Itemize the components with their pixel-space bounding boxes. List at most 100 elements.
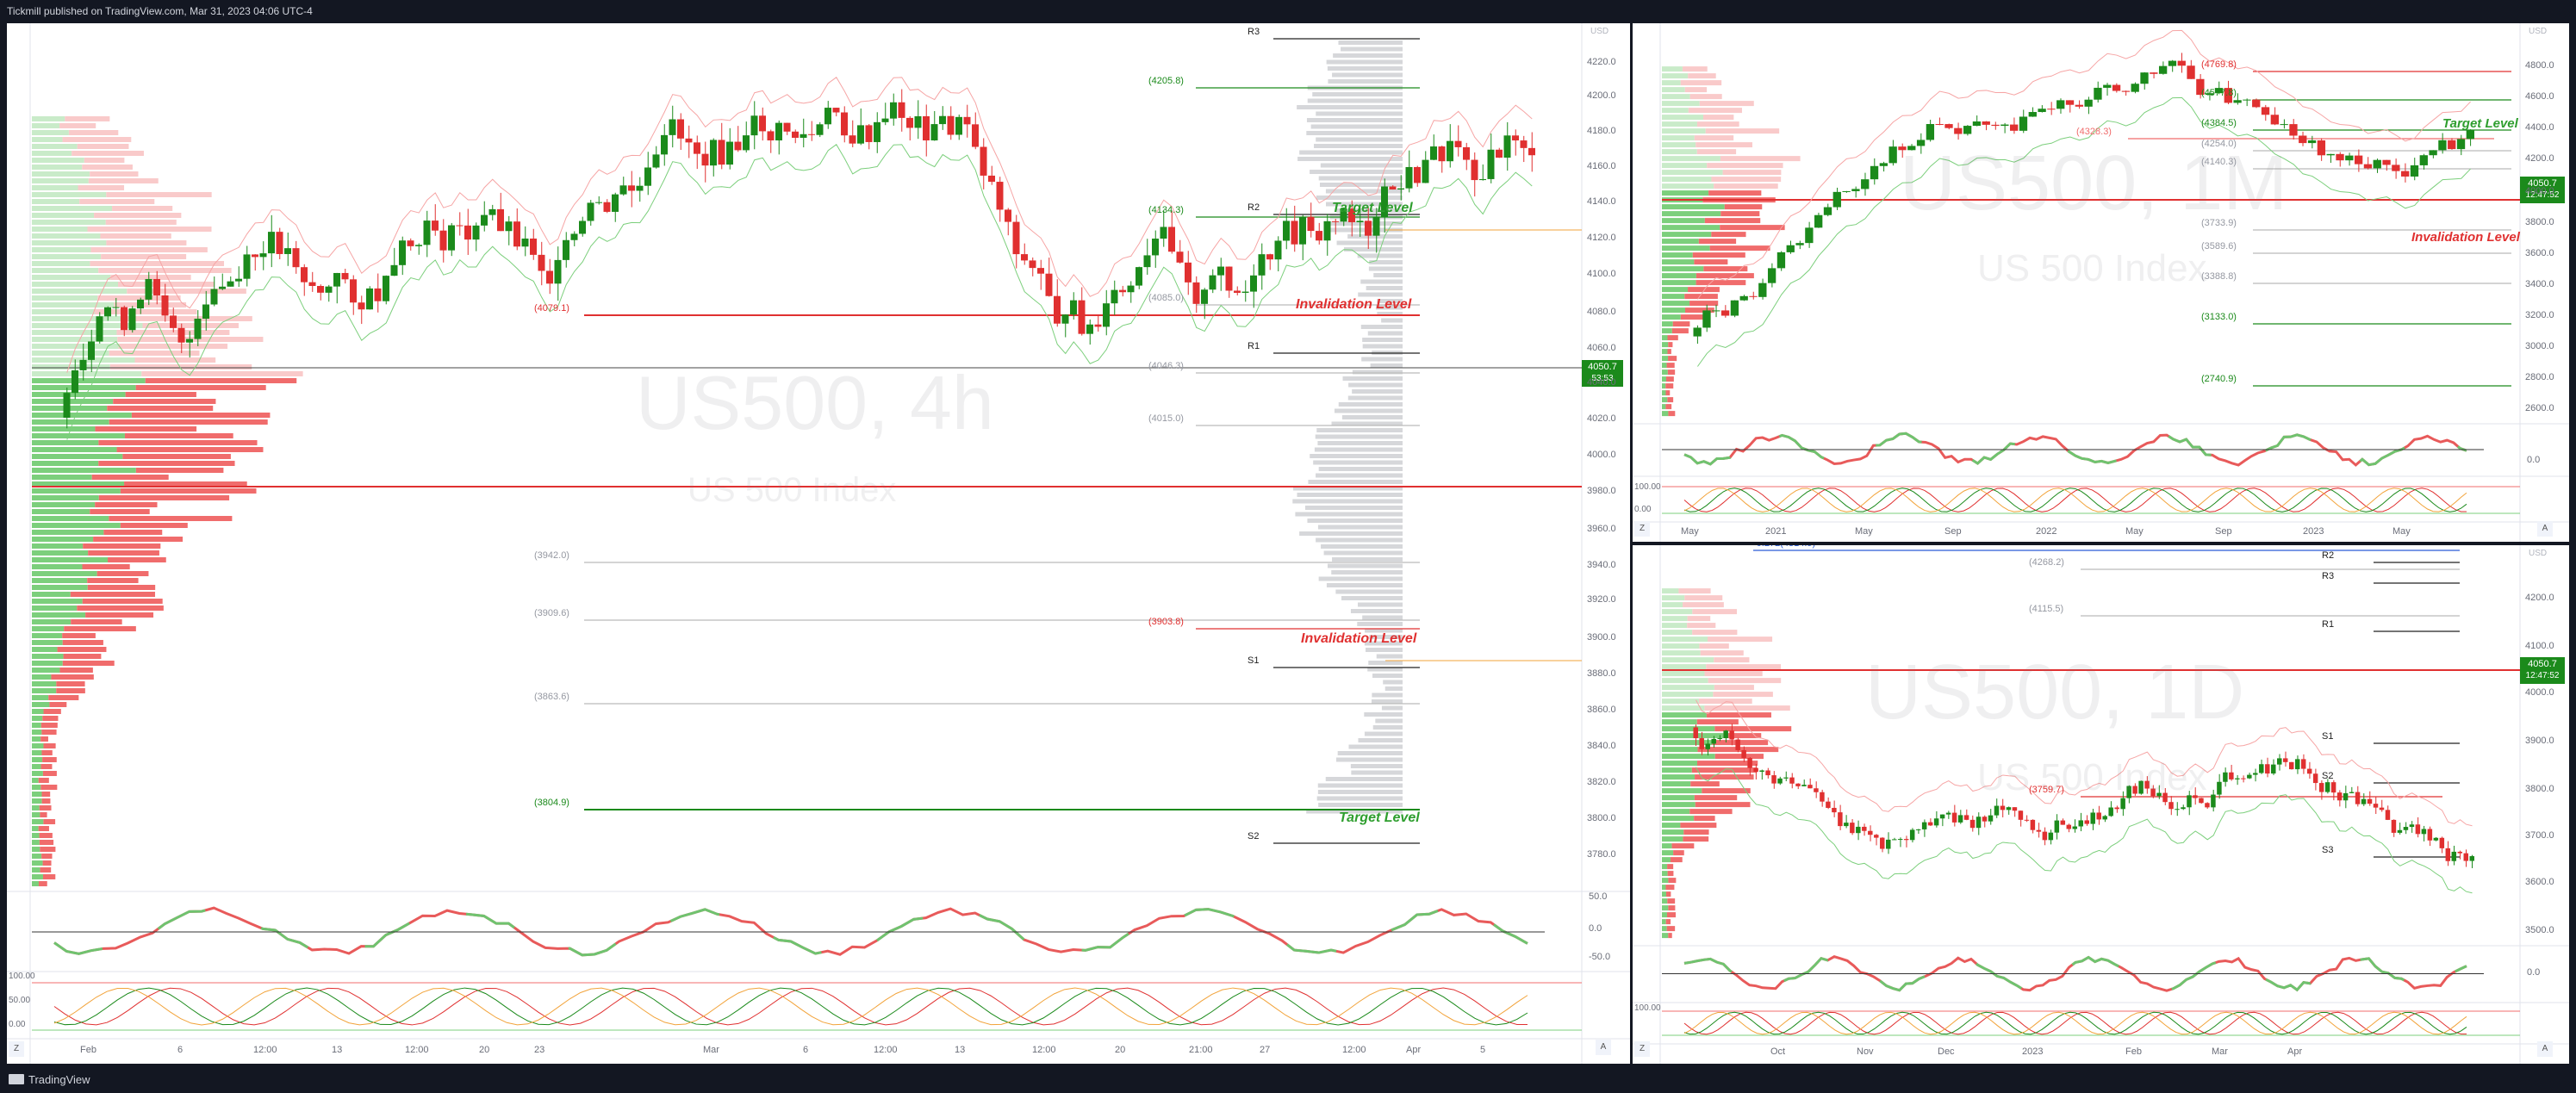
volume-profile-bar — [145, 378, 297, 383]
volume-profile-bar — [32, 757, 43, 762]
candle-body — [1795, 783, 1801, 786]
volume-profile-bar — [1689, 809, 1733, 815]
corner-right-button[interactable]: A — [2537, 521, 2553, 537]
volume-profile-bar — [1696, 121, 1739, 127]
candle-body — [1741, 749, 1746, 758]
volume-profile-bar — [32, 165, 83, 170]
candle-body — [1185, 262, 1192, 283]
watermark-symbol: US500, 4h — [636, 360, 994, 445]
candle-body — [1862, 826, 1867, 831]
volume-profile-bar — [1708, 190, 1762, 196]
candle-body — [2156, 792, 2162, 797]
candle-body — [980, 146, 987, 176]
annotation-invalidation-top: Invalidation Level — [1296, 297, 1412, 312]
candle-body — [579, 220, 586, 234]
volume-profile-right-bar — [1297, 105, 1403, 109]
volume-profile-right-bar — [1365, 648, 1403, 652]
oscillator-tick-label: 50.0 — [1589, 891, 1608, 902]
volume-profile-right-bar — [1297, 157, 1403, 161]
volume-profile-bar — [124, 433, 233, 438]
candle-body — [112, 307, 120, 308]
volume-profile-right-bar — [1317, 783, 1403, 788]
tradingview-logo[interactable]: TradingView — [9, 1073, 90, 1086]
candle-body — [2000, 805, 2006, 810]
candle-body — [775, 122, 782, 141]
volume-profile-right-bar — [1323, 550, 1403, 556]
volume-profile-bar — [32, 860, 43, 866]
chart-pane-1d[interactable]: US500, 1D US 500 Index USD 4050.7 12:47:… — [1633, 545, 2569, 1064]
volume-profile-right-bar — [1360, 325, 1403, 329]
candle-body — [2306, 768, 2312, 774]
candle-body — [1759, 770, 1764, 773]
candle-body — [1528, 147, 1535, 156]
volume-profile-bar — [1705, 128, 1780, 134]
volume-profile-bar — [106, 240, 187, 245]
candle-body — [2196, 78, 2205, 96]
candle-body — [2012, 807, 2018, 811]
volume-profile-bar — [32, 840, 40, 845]
time-tick-label: 12:00 — [1032, 1045, 1056, 1055]
candle-body — [1982, 817, 1988, 822]
price-tick-label: 3940.0 — [1587, 560, 1616, 570]
price-tick-label: 4100.0 — [1587, 269, 1616, 279]
volume-profile-bar — [1724, 204, 1763, 210]
chart-pane-1m[interactable]: US500, 1M US 500 Index USD 4050.7 12:47:… — [1633, 23, 2569, 542]
chart-canvas-4h[interactable] — [7, 23, 1630, 1064]
volume-profile-bar — [113, 399, 216, 404]
volume-profile-right-bar — [1332, 557, 1403, 562]
volume-profile-bar — [32, 530, 104, 535]
volume-profile-bar — [32, 668, 60, 673]
corner-right-button[interactable]: A — [2537, 1041, 2553, 1057]
volume-profile-bar — [32, 178, 89, 183]
candle-body — [1241, 291, 1249, 293]
volume-profile-bar — [32, 468, 136, 473]
price-tick-label: 4200.0 — [1587, 90, 1616, 101]
candle-body — [1944, 124, 1953, 128]
corner-left-button[interactable]: Z — [1634, 521, 1650, 537]
volume-profile-bar — [1662, 754, 1715, 760]
level-label: R3 — [1248, 27, 1260, 37]
volume-profile-bar — [32, 867, 40, 873]
candle-body — [865, 125, 873, 142]
volume-profile-right-bar — [1299, 531, 1403, 536]
candle-body — [521, 238, 529, 247]
tradingview-logo-icon — [9, 1074, 24, 1084]
volume-profile-bar — [1668, 933, 1672, 939]
chart-canvas-1m[interactable] — [1633, 23, 2569, 542]
candle-body — [1217, 266, 1224, 276]
volume-profile-right-bar — [1306, 118, 1403, 122]
volume-profile-bar — [32, 419, 109, 425]
corner-left-button[interactable]: Z — [9, 1041, 24, 1057]
volume-profile-right-bar — [1326, 202, 1403, 207]
volume-profile-bar — [32, 392, 126, 397]
volume-profile-bar — [1704, 705, 1790, 711]
volume-profile-bar — [32, 523, 121, 528]
price-tick-label: 3800.0 — [2525, 217, 2554, 227]
candle-body — [448, 225, 455, 251]
annotation-invalidation: Invalidation Level — [2411, 230, 2520, 245]
price-tick-label: 3500.0 — [2525, 925, 2554, 935]
chart-pane-4h[interactable]: US500, 4h US 500 Index USD 4050.7 53:53 … — [7, 23, 1630, 1064]
chart-canvas-1d[interactable] — [1633, 545, 2569, 1064]
volume-profile-bar — [1711, 177, 1782, 183]
candle-body — [2379, 807, 2385, 810]
candle-body — [767, 131, 775, 141]
volume-profile-bar — [1703, 115, 1734, 121]
volume-profile-bar — [1683, 836, 1709, 842]
volume-profile-bar — [71, 619, 122, 624]
volume-profile-bar — [1662, 699, 1699, 705]
corner-left-button[interactable]: Z — [1634, 1041, 1650, 1057]
corner-right-button[interactable]: A — [1596, 1040, 1611, 1055]
volume-profile-right-bar — [1362, 344, 1403, 349]
candle-body — [1299, 216, 1306, 245]
level-label: (4384.5) — [2201, 118, 2237, 128]
candle-body — [1963, 815, 1969, 820]
candle-body — [227, 281, 234, 287]
price-tick-label: 4140.0 — [1587, 196, 1616, 207]
price-tick-label: 3700.0 — [2525, 830, 2554, 841]
volume-profile-bar — [1662, 643, 1700, 649]
volume-profile-right-bar — [1295, 512, 1403, 517]
price-tick-label: 3900.0 — [1587, 632, 1616, 643]
volume-profile-bar — [98, 495, 230, 500]
annotation-target: Target Level — [2442, 116, 2518, 131]
